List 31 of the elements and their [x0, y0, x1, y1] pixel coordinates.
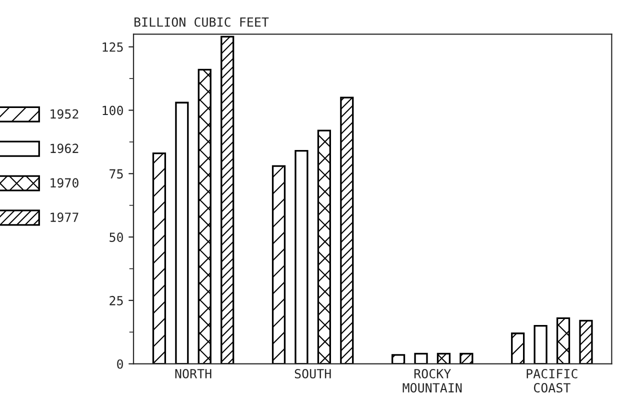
bar: [436, 352, 451, 364]
bar: [534, 324, 548, 364]
y-axis-title: BILLION CUBIC FEET: [134, 17, 269, 27]
x-tick-label: NORTH: [175, 368, 212, 378]
bar: [294, 150, 308, 364]
x-tick-label: ROCKY MOUNTAIN: [402, 368, 462, 392]
bar: [579, 320, 593, 364]
y-tick-label: 50: [110, 232, 123, 242]
bar: [556, 317, 570, 364]
bar: [198, 68, 212, 364]
bar: [414, 352, 428, 364]
x-tick-label: SOUTH: [294, 368, 331, 378]
legend-label: 1962: [50, 144, 78, 154]
x-tick-label: PACIFIC COAST: [526, 368, 578, 392]
legend-label: 1952: [50, 109, 78, 119]
bar: [152, 152, 166, 364]
bar: [220, 36, 234, 364]
legend-label: 1970: [50, 178, 78, 188]
y-tick-label: 0: [117, 359, 123, 369]
y-tick-label: 75: [110, 169, 123, 179]
bar: [175, 102, 189, 364]
bar: [340, 96, 354, 364]
y-tick-label: 125: [102, 42, 123, 52]
legend-label: 1977: [50, 212, 78, 222]
y-tick-label: 100: [102, 106, 123, 116]
bar: [511, 332, 525, 364]
bar: [317, 130, 331, 364]
bar: [460, 352, 474, 364]
bar: [391, 354, 406, 364]
y-tick-label: 25: [110, 296, 123, 306]
bar: [272, 165, 286, 364]
